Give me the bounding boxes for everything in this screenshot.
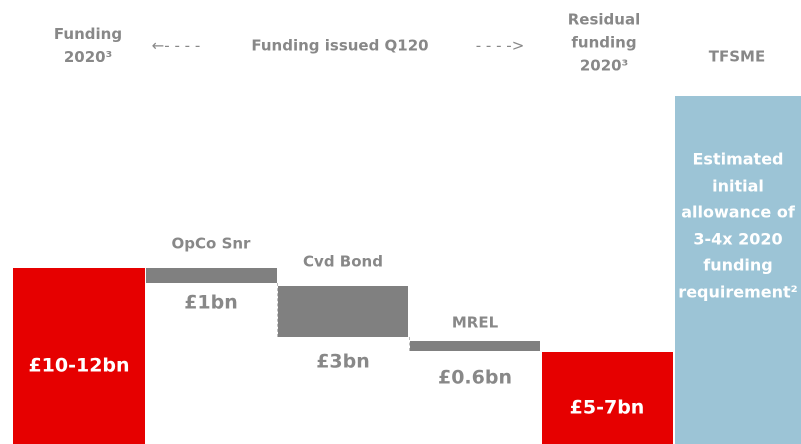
mrel-amount: £0.6bn	[437, 366, 513, 389]
tfsme-line: allowance of	[681, 202, 795, 222]
left-arrow: ←- - - -	[151, 36, 201, 55]
opco-amount: £1bn	[184, 291, 238, 314]
opco-name: OpCo Snr	[171, 234, 251, 253]
tfsme-line: requirement²	[678, 282, 798, 301]
header-tfsme: TFSME	[708, 47, 766, 66]
tfsme-label: Estimated initial allowance of 3-4x 2020…	[678, 147, 797, 306]
residual-label: £5-7bn	[569, 396, 645, 419]
tfsme-bar	[675, 96, 801, 444]
header-line: Residual	[567, 10, 641, 29]
mrel-name: MREL	[451, 313, 499, 332]
funding-bar	[13, 268, 145, 444]
header-line: 2020³	[63, 48, 113, 66]
tfsme-line: initial	[712, 176, 764, 195]
right-arrow: - - - ->	[475, 36, 525, 55]
tfsme-line: Estimated	[692, 149, 784, 169]
header-line: Funding	[53, 25, 123, 43]
header-line: funding	[571, 33, 637, 52]
residual-bar	[542, 352, 673, 444]
opco-bar	[146, 268, 277, 283]
cvd-amount: £3bn	[316, 350, 370, 373]
mrel-bar	[410, 341, 540, 351]
tfsme-line: 3-4x 2020	[693, 229, 783, 248]
connector	[409, 337, 410, 351]
header-line: 2020³	[579, 56, 629, 75]
tfsme-line: funding	[703, 255, 773, 275]
header-funding-2020: Funding 2020³	[54, 23, 122, 69]
cvd-name: Cvd Bond	[303, 252, 383, 271]
cvd-bar	[278, 286, 408, 337]
funding-label: £10-12bn	[28, 354, 130, 377]
connector	[277, 283, 278, 337]
header-residual: Residual funding 2020³	[568, 9, 640, 78]
header-funding-issued: Funding issued Q120	[251, 36, 429, 55]
